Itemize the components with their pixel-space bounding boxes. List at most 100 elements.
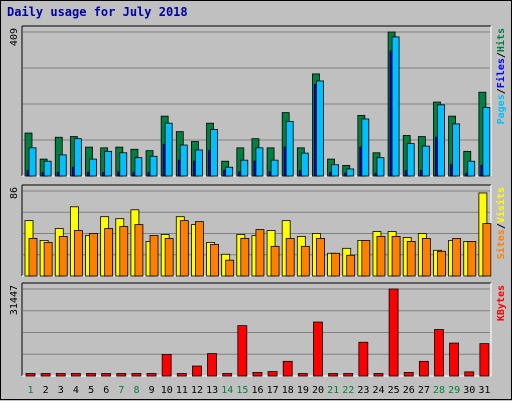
side-label-kbytes-part: KBytes — [496, 285, 507, 321]
pages-bar — [285, 121, 294, 177]
sites-bar — [467, 241, 477, 277]
x-axis-day-label: 24 — [373, 385, 385, 396]
side-label-sites-visits-part: Visits — [495, 187, 507, 223]
kbytes-bar — [176, 373, 187, 377]
side-label-pages-files-hits-part: Files — [495, 58, 507, 88]
pages-bar — [300, 152, 309, 177]
kbytes-bar — [25, 373, 36, 377]
pages-bar — [119, 152, 128, 177]
pages-bar — [149, 155, 158, 177]
x-axis-day-label: 11 — [176, 385, 188, 396]
sites-bar — [104, 228, 114, 277]
x-axis-day-label: 12 — [191, 385, 203, 396]
x-axis-day-label: 4 — [73, 385, 79, 396]
pages-bar — [104, 150, 113, 177]
side-label-sites-visits-part: Sites — [495, 229, 507, 259]
pages-bar — [89, 158, 97, 177]
sites-bar — [482, 223, 492, 277]
pages-bar — [58, 154, 67, 177]
kbytes-bar — [418, 360, 429, 377]
sites-bar — [240, 238, 250, 277]
sites-bar — [58, 236, 68, 277]
sites-bar — [376, 236, 386, 277]
pages-bar — [255, 147, 264, 177]
x-axis-day-label: 2 — [43, 385, 49, 396]
x-axis-day-label: 5 — [88, 385, 94, 396]
sites-bar — [331, 252, 340, 277]
pages-bar — [225, 166, 234, 177]
kbytes-bar — [131, 373, 142, 377]
kbytes-bar — [328, 373, 338, 377]
pages-bar — [376, 157, 385, 177]
sites-bar — [179, 220, 189, 277]
y-axis-max-label: 31447 — [9, 285, 20, 315]
sites-bar — [149, 235, 159, 277]
sites-bar — [270, 245, 280, 277]
pages-bar — [134, 157, 143, 177]
sites-bar — [43, 241, 53, 277]
sites-bar — [452, 238, 462, 277]
kbytes-bar — [479, 343, 490, 377]
kbytes-bar — [237, 325, 248, 377]
kbytes-bar — [55, 373, 66, 377]
x-axis-day-label: 18 — [282, 385, 294, 396]
x-axis-day-label: 22 — [342, 385, 354, 396]
plot-area-3 — [22, 283, 491, 376]
pages-bar — [467, 160, 476, 177]
side-label-pages-files-hits-part: Pages — [496, 94, 507, 124]
x-axis-day-label: 7 — [118, 385, 124, 396]
sites-bar — [195, 221, 204, 277]
sites-bar — [300, 245, 310, 277]
x-axis-day-label: 26 — [403, 385, 415, 396]
pages-bar — [452, 123, 461, 177]
kbytes-bar — [343, 373, 354, 377]
sites-bar — [134, 224, 144, 277]
kbytes-bar — [116, 373, 127, 377]
kbytes-bar — [146, 373, 157, 377]
x-axis-day-label: 28 — [433, 385, 445, 396]
x-axis-day-label: 21 — [327, 385, 339, 396]
pages-bar — [73, 138, 82, 177]
x-axis-day-label: 13 — [206, 385, 218, 396]
pages-bar — [331, 164, 339, 177]
x-axis-day-label: 8 — [133, 385, 139, 396]
pages-bar — [346, 168, 355, 177]
sites-bar — [406, 241, 416, 277]
pages-bar — [179, 144, 188, 177]
pages-bar — [164, 122, 173, 177]
kbytes-bar — [373, 373, 384, 377]
kbytes-bar — [313, 321, 323, 377]
kbytes-bar — [267, 371, 278, 377]
x-axis-day-label: 27 — [418, 385, 430, 396]
pages-bar — [28, 147, 37, 177]
sites-bar — [119, 226, 129, 277]
kbytes-bar — [70, 373, 81, 377]
sites-bar — [285, 238, 295, 277]
x-axis-day-label: 3 — [58, 385, 64, 396]
kbytes-bar — [192, 365, 202, 377]
x-axis-day-label: 20 — [312, 385, 324, 396]
pages-bar — [210, 129, 218, 177]
kbytes-bar — [388, 288, 399, 377]
sites-bar — [437, 250, 446, 277]
sites-bar — [421, 238, 431, 277]
kbytes-bar — [207, 353, 217, 377]
kbytes-bar — [86, 373, 96, 377]
pages-bar — [361, 118, 370, 177]
side-label-pages-files-hits-part: / — [496, 52, 507, 58]
pages-bar — [43, 160, 52, 177]
side-label-sites-visits: Sites/Visits — [495, 187, 507, 259]
kbytes-bar — [40, 373, 51, 377]
sites-bar — [164, 238, 174, 277]
kbytes-bar — [464, 371, 475, 377]
kbytes-bar — [403, 372, 414, 377]
sites-bar — [225, 259, 235, 277]
pages-bar — [391, 36, 400, 177]
kbytes-bar — [252, 372, 263, 377]
sites-bar — [89, 233, 98, 277]
x-axis-day-label: 6 — [103, 385, 109, 396]
x-axis-day-label: 17 — [267, 385, 279, 396]
pages-bar — [421, 145, 430, 177]
